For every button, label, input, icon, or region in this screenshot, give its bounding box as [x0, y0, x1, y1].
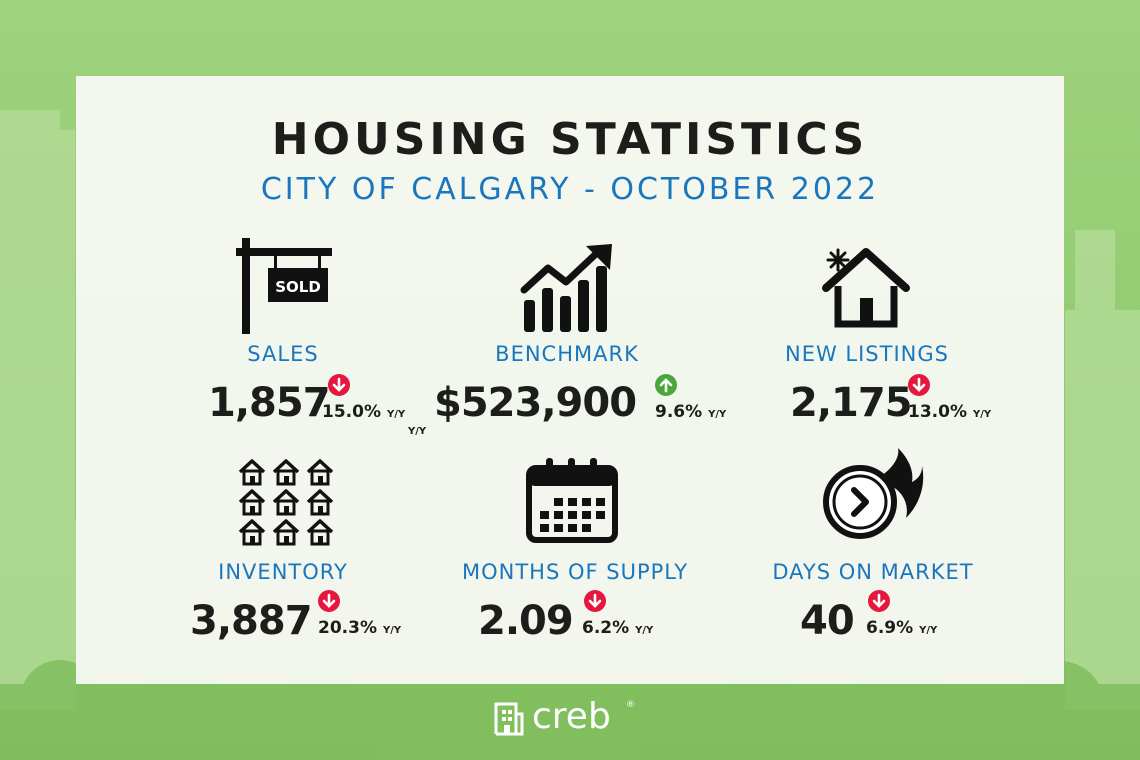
creb-building-icon	[494, 702, 524, 736]
new-listings-change-unit: Y/Y	[972, 409, 992, 420]
benchmark-label: BENCHMARK	[495, 342, 639, 366]
new-house-icon	[822, 248, 910, 328]
benchmark-change: 9.6% Y/Y	[655, 402, 726, 422]
days-on-market-label: DAYS ON MARKET	[772, 560, 974, 584]
inventory-label: INVENTORY	[218, 560, 348, 584]
months-of-supply-label: MONTHS OF SUPPLY	[461, 560, 689, 584]
benchmark-change-value: 9.6%	[655, 402, 703, 422]
stat-benchmark: BENCHMARK $523,900 9.6% Y/Y	[404, 236, 734, 436]
new-listings-value: 2,175	[790, 380, 913, 426]
calendar-icon	[526, 458, 618, 543]
inventory-value: 3,887	[190, 598, 313, 644]
days-on-market-change-unit: Y/Y	[919, 625, 938, 636]
page-title: HOUSING STATISTICS	[271, 114, 869, 165]
days-on-market-value: 40	[800, 598, 855, 644]
registered-mark: ®	[626, 700, 635, 710]
houses-grid-icon	[238, 459, 334, 546]
months-of-supply-down-arrow-icon	[584, 590, 606, 612]
months-of-supply-change: 6.2% Y/Y	[582, 618, 653, 638]
months-of-supply-change-unit: Y/Y	[635, 625, 654, 636]
stats-panel: HOUSING STATISTICS CITY OF CALGARY - OCT…	[76, 76, 1064, 684]
stat-days-on-market: DAYS ON MARKET 40 6.9% Y/Y	[708, 448, 1038, 656]
sales-label: SALES	[247, 342, 319, 366]
stat-new-listings: NEW LISTINGS 2,175 13.0% Y/Y	[700, 236, 1030, 436]
benchmark-value: $523,900	[434, 380, 637, 426]
fast-clock-icon	[823, 448, 924, 539]
sales-change: 15.0% Y/Y	[322, 402, 405, 422]
sales-change-unit-extra: Y/Y	[408, 426, 427, 437]
sales-change-value: 15.0%	[322, 402, 381, 422]
page-subtitle: CITY OF CALGARY - OCTOBER 2022	[260, 172, 880, 207]
new-listings-change: 13.0% Y/Y	[908, 402, 991, 422]
months-of-supply-change-value: 6.2%	[582, 618, 630, 638]
stat-months-of-supply: MONTHS OF SUPPLY 2.09 6.2% Y/Y	[410, 456, 740, 656]
months-of-supply-value: 2.09	[478, 598, 574, 644]
creb-logo: creb ®	[494, 696, 694, 740]
creb-brand-text: creb	[532, 696, 611, 737]
benchmark-change-unit: Y/Y	[708, 409, 727, 420]
days-on-market-change-value: 6.9%	[866, 618, 914, 638]
benchmark-up-arrow-icon	[655, 374, 677, 396]
sold-sign-icon	[236, 238, 332, 334]
sales-change-unit: Y/Y	[386, 409, 406, 420]
days-on-market-change: 6.9% Y/Y	[866, 618, 937, 638]
inventory-change: 20.3% Y/Y	[318, 618, 401, 638]
new-listings-label: NEW LISTINGS	[785, 342, 949, 366]
inventory-change-unit: Y/Y	[382, 625, 402, 636]
sold-sign-label: SOLD	[275, 278, 321, 296]
days-on-market-down-arrow-icon	[868, 590, 890, 612]
rising-chart-icon	[520, 244, 612, 332]
stat-inventory: INVENTORY 3,887 20.3% Y/Y	[120, 456, 450, 656]
new-listings-change-value: 13.0%	[908, 402, 967, 422]
stat-sales: SOLD SALES 1,857 15.0% Y/Y Y/Y	[120, 236, 450, 437]
new-listings-down-arrow-icon	[908, 374, 930, 396]
sales-value: 1,857	[208, 380, 331, 426]
sales-down-arrow-icon	[328, 374, 350, 396]
inventory-change-value: 20.3%	[318, 618, 377, 638]
inventory-down-arrow-icon	[318, 590, 340, 612]
